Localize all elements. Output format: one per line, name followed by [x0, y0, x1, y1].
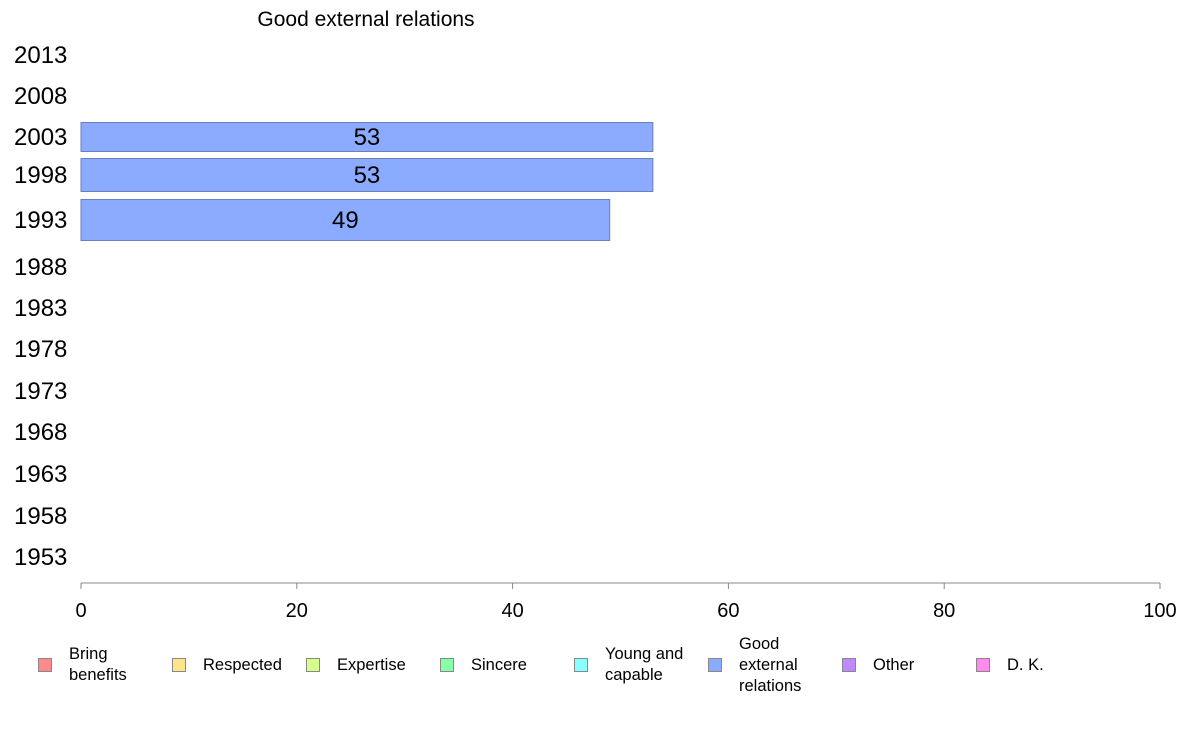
- legend-swatch: [306, 658, 320, 672]
- y-tick-label: 1953: [14, 544, 67, 571]
- y-tick-label: 2013: [14, 42, 67, 69]
- legend-swatch: [708, 658, 722, 672]
- legend-label: Sincere: [471, 655, 527, 674]
- y-axis-labels: 2013 2008 2003 1998 1993 1988 1983 1978 1973 1968…: [14, 42, 67, 571]
- y-tick-label: 1978: [14, 336, 67, 363]
- legend-label: Expertise: [337, 655, 406, 674]
- legend-item: Other: [842, 655, 914, 676]
- y-tick-label: 1968: [14, 419, 67, 446]
- x-tick-label: 100: [1143, 600, 1176, 622]
- bar-value-label: 53: [354, 162, 381, 189]
- bar-value-label: 49: [332, 207, 359, 234]
- legend-item: Bring benefits: [38, 644, 127, 686]
- chart-title: Good external relations: [257, 8, 474, 31]
- y-tick-label: 1983: [14, 295, 67, 322]
- legend-item: D. K.: [976, 655, 1044, 676]
- y-tick-label: 1963: [14, 461, 67, 488]
- y-tick-label: 2008: [14, 83, 67, 110]
- legend-swatch: [842, 658, 856, 672]
- y-tick-label: 1973: [14, 378, 67, 405]
- legend: Bring benefits Respected Expertise Sincere Yo…: [0, 632, 1188, 702]
- legend-label: Respected: [203, 655, 282, 674]
- x-tick-label: 80: [933, 600, 955, 622]
- legend-label: Bring benefits: [69, 645, 127, 684]
- legend-item: Sincere: [440, 655, 527, 676]
- y-tick-label: 2003: [14, 124, 67, 151]
- x-tick-label: 20: [286, 600, 308, 622]
- bars-group: 53 53 49: [80, 122, 654, 241]
- y-tick-label: 1958: [14, 503, 67, 530]
- y-tick-label: 1988: [14, 254, 67, 281]
- legend-item: Expertise: [306, 655, 406, 676]
- legend-label: D. K.: [1007, 655, 1044, 674]
- bar-value-label: 53: [354, 124, 381, 151]
- legend-swatch: [976, 658, 990, 672]
- x-tick-label: 0: [75, 600, 86, 622]
- bar: [80, 122, 654, 152]
- legend-label: Young and capable: [605, 645, 684, 684]
- legend-swatch: [172, 658, 186, 672]
- bar: [80, 199, 611, 241]
- legend-item: Respected: [172, 655, 282, 676]
- legend-item: Young and capable: [574, 644, 683, 686]
- x-axis: 0 20 40 60 80 100: [75, 583, 1177, 622]
- legend-swatch: [38, 658, 52, 672]
- legend-swatch: [574, 658, 588, 672]
- y-tick-label: 1998: [14, 162, 67, 189]
- x-tick-label: 60: [717, 600, 739, 622]
- bar: [80, 158, 654, 192]
- legend-label: Good external relations: [739, 634, 802, 695]
- y-tick-label: 1993: [14, 207, 67, 234]
- x-tick-label: 40: [501, 600, 523, 622]
- legend-swatch: [440, 658, 454, 672]
- legend-item: Good external relations: [708, 634, 801, 697]
- legend-label: Other: [873, 655, 915, 674]
